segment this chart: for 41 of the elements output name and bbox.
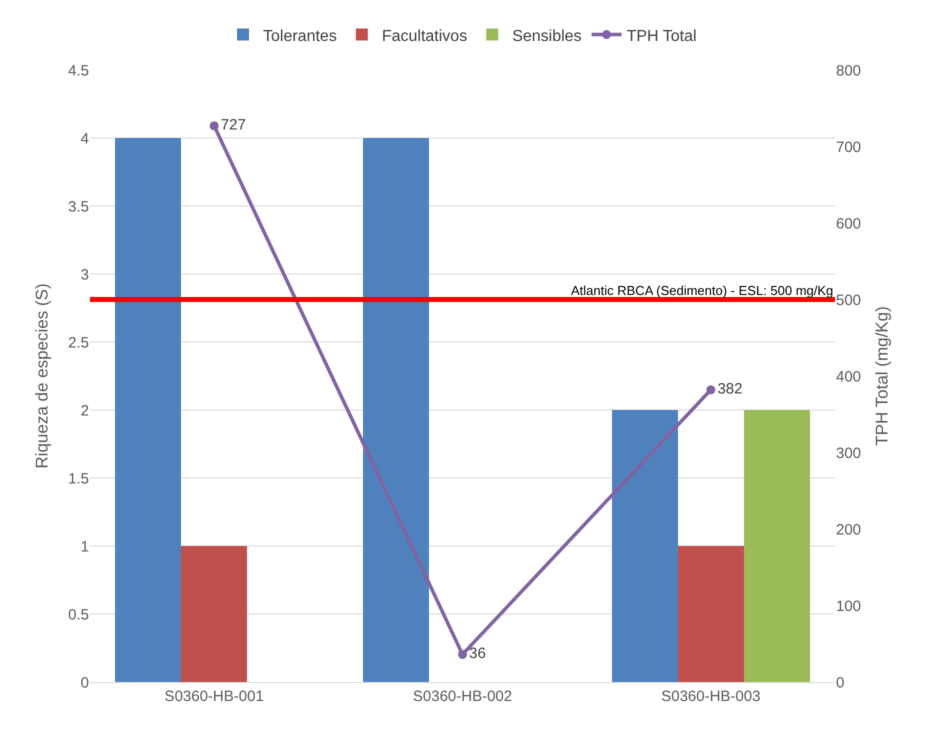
bar: [612, 410, 678, 682]
x-tick-label: S0360-HB-001: [164, 688, 264, 705]
point: [706, 385, 716, 394]
y2-tick-label: 0: [836, 674, 844, 692]
legend-label: Facultativos: [382, 28, 468, 45]
bar: [744, 410, 810, 682]
y-tick-label: 0: [80, 674, 89, 692]
data-label: 382: [717, 380, 742, 398]
x-tick-label: S0360-HB-003: [661, 688, 760, 705]
y2-tick-label: 100: [836, 598, 862, 615]
bar: [678, 546, 744, 682]
point: [210, 121, 219, 130]
y2-tick-label: 200: [836, 521, 862, 538]
bar: [363, 138, 429, 682]
y-axis-title: Riqueza de especies (S): [32, 283, 52, 469]
legend-label: Tolerantes: [263, 28, 337, 45]
legend-label: Sensibles: [512, 28, 582, 45]
y2-tick-label: 500: [836, 292, 862, 309]
y-tick-label: 0.5: [68, 606, 89, 624]
y-tick-label: 3.5: [68, 198, 89, 216]
data-label: 727: [220, 116, 246, 134]
point: [458, 650, 467, 659]
bar: [181, 546, 247, 682]
y-tick-label: 4: [80, 130, 89, 148]
y2-axis-title: TPH Total (mg/Kg): [872, 306, 892, 446]
y2-tick-label: 700: [836, 138, 862, 156]
y-tick-label: 1.5: [68, 470, 89, 488]
y-tick-label: 2.5: [68, 334, 89, 352]
x-tick-label: S0360-HB-002: [412, 688, 512, 705]
y-tick-label: 4.5: [68, 62, 89, 80]
y2-tick-label: 300: [836, 444, 862, 462]
ref-line-label: Atlantic RBCA (Sedimento) - ESL: 500 mg/Kg: [571, 283, 834, 298]
data-label: 36: [469, 645, 486, 662]
y2-tick-label: 400: [836, 368, 862, 386]
y-tick-label: 3: [80, 266, 89, 284]
legend-label: TPH Total: [626, 28, 697, 45]
bar: [115, 138, 181, 682]
y-tick-label: 2: [80, 402, 89, 420]
y2-tick-label: 600: [836, 215, 862, 232]
y2-tick-label: 800: [836, 62, 862, 80]
y-tick-label: 1: [80, 538, 89, 556]
